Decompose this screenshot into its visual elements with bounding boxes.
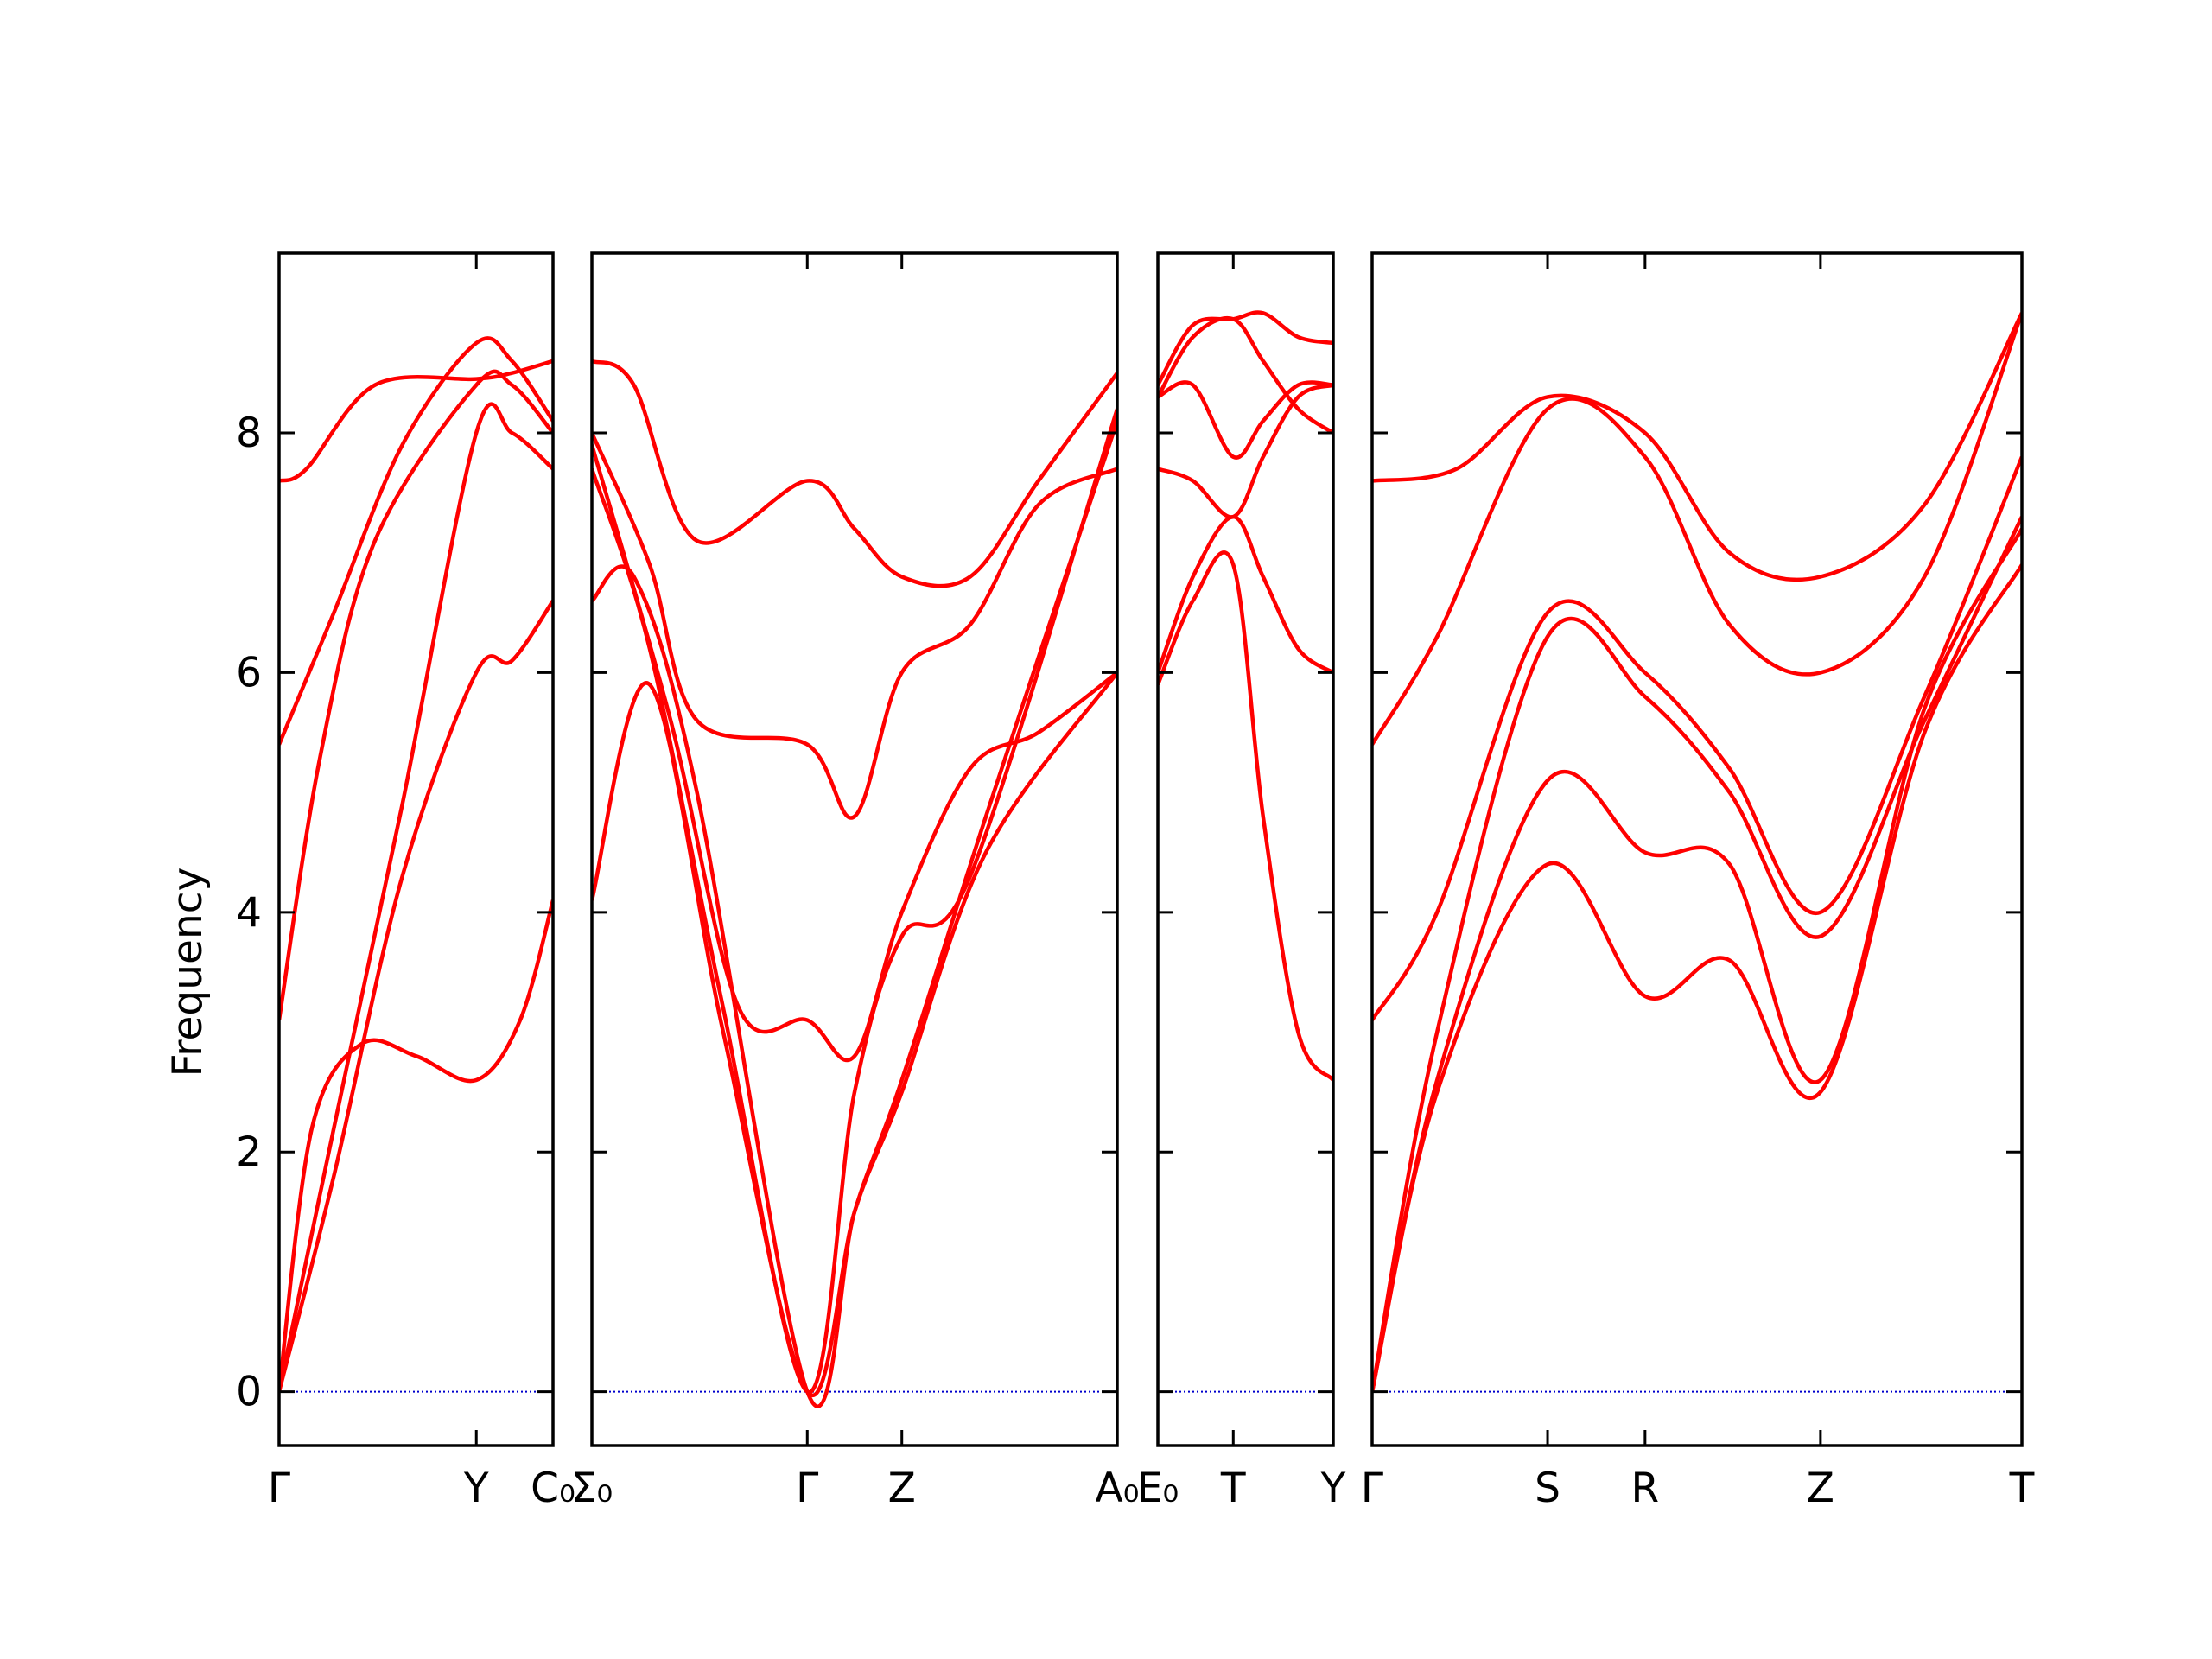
x-tick-label: R bbox=[1631, 1465, 1660, 1512]
panel-1: 0 2 4 6 8 Γ Y C₀ bbox=[236, 251, 575, 1512]
panel-frame bbox=[590, 251, 1119, 1447]
band-line-2-6 bbox=[592, 359, 1117, 588]
band-line-2-2 bbox=[592, 420, 1117, 1408]
band-line-1-6 bbox=[279, 359, 553, 483]
band-line-3-6 bbox=[1158, 310, 1333, 386]
band-line-3-5 bbox=[1158, 380, 1333, 460]
band-line-3-2 bbox=[1158, 514, 1333, 675]
band-line-3-1 bbox=[1158, 550, 1333, 1082]
bands bbox=[279, 336, 553, 1393]
band-line-3-4 bbox=[1158, 316, 1333, 435]
band-line-4-1 bbox=[1372, 563, 2022, 1393]
band-line-1-4 bbox=[279, 369, 553, 1020]
panel-frame bbox=[1370, 251, 2024, 1447]
bands bbox=[1158, 310, 1333, 1082]
band-line-1-2 bbox=[279, 402, 553, 1393]
x-tick-label: Γ bbox=[268, 1465, 290, 1512]
x-tick-label: A₀ bbox=[1096, 1465, 1140, 1512]
x-tick-label: Z bbox=[1807, 1465, 1834, 1512]
panel-frame bbox=[1156, 251, 1335, 1447]
x-tick-label: S bbox=[1535, 1465, 1560, 1512]
y-tick-label: 6 bbox=[236, 649, 262, 696]
x-tick-label: Γ bbox=[796, 1465, 818, 1512]
panel-frame bbox=[277, 251, 555, 1447]
band-line-1-5 bbox=[279, 336, 553, 746]
bands bbox=[1372, 312, 2022, 1393]
band-line-4-3 bbox=[1372, 516, 2022, 1392]
y-axis-label: Frequency bbox=[164, 868, 212, 1077]
bands bbox=[592, 359, 1117, 1408]
band-line-1-3 bbox=[279, 899, 553, 1392]
x-tick-label: Y bbox=[1320, 1465, 1346, 1512]
x-tick-label: Z bbox=[888, 1465, 916, 1512]
y-tick-label: 2 bbox=[236, 1128, 262, 1176]
y-tick-label: 0 bbox=[236, 1369, 262, 1416]
band-line-2-1 bbox=[592, 671, 1117, 1397]
band-line-4-2 bbox=[1372, 527, 2022, 1393]
y-tick-label: 4 bbox=[236, 889, 262, 937]
x-tick-label: T bbox=[2009, 1465, 2035, 1512]
band-line-1-1 bbox=[279, 599, 553, 1393]
y-tick-label: 8 bbox=[236, 410, 262, 457]
panel-3: E₀ T Y bbox=[1137, 251, 1346, 1512]
band-line-2-3 bbox=[592, 408, 1117, 1395]
x-tick-label: T bbox=[1220, 1465, 1246, 1512]
band-line-4-5 bbox=[1372, 312, 2022, 746]
panel-2: Σ₀ Γ Z A₀ bbox=[571, 251, 1140, 1512]
x-tick-label: C₀ bbox=[531, 1465, 575, 1512]
x-tick-label: Σ₀ bbox=[571, 1465, 613, 1512]
band-line-3-3 bbox=[1158, 383, 1333, 519]
band-line-4-6 bbox=[1372, 312, 2022, 582]
x-tick-label: E₀ bbox=[1137, 1465, 1179, 1512]
x-tick-label: Γ bbox=[1361, 1465, 1383, 1512]
band-line-2-4 bbox=[592, 444, 1117, 1063]
x-tick-label: Y bbox=[463, 1465, 489, 1512]
band-line-4-4 bbox=[1372, 455, 2022, 1021]
band-line-2-5 bbox=[592, 432, 1117, 820]
